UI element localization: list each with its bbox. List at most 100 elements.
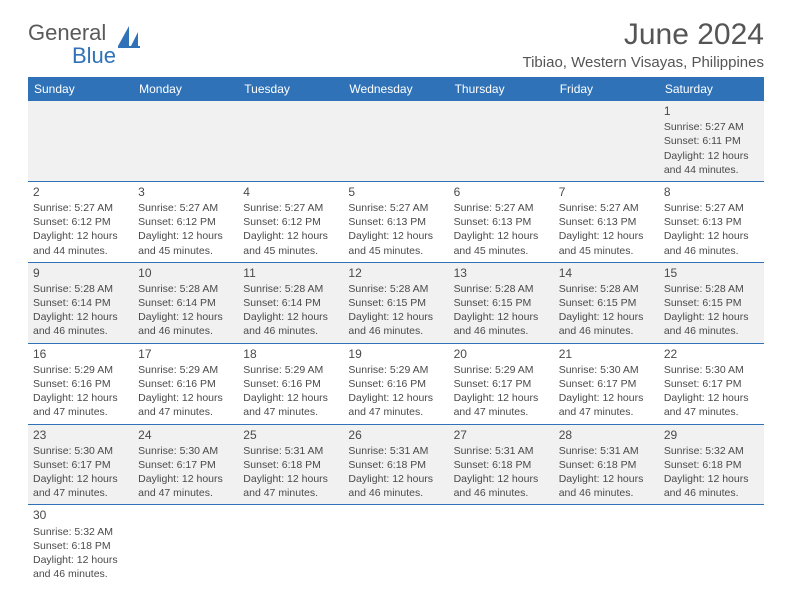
col-wednesday: Wednesday	[343, 77, 448, 101]
daylight-text: Daylight: 12 hours	[454, 391, 549, 405]
day-cell: 3Sunrise: 5:27 AMSunset: 6:12 PMDaylight…	[133, 181, 238, 262]
daylight-text: Daylight: 12 hours	[243, 472, 338, 486]
day-number: 5	[348, 184, 443, 200]
sunset-text: Sunset: 6:11 PM	[664, 134, 759, 148]
empty-cell	[554, 101, 659, 181]
daylight-text: Daylight: 12 hours	[33, 472, 128, 486]
sunset-text: Sunset: 6:17 PM	[454, 377, 549, 391]
sunrise-text: Sunrise: 5:27 AM	[664, 120, 759, 134]
empty-cell	[133, 505, 238, 585]
sunset-text: Sunset: 6:14 PM	[138, 296, 233, 310]
logo-word1: General	[28, 20, 106, 45]
day-cell: 28Sunrise: 5:31 AMSunset: 6:18 PMDayligh…	[554, 424, 659, 505]
empty-cell	[449, 101, 554, 181]
day-number: 29	[664, 427, 759, 443]
logo: General Blue	[28, 22, 144, 68]
day-number: 27	[454, 427, 549, 443]
day-number: 17	[138, 346, 233, 362]
empty-cell	[449, 505, 554, 585]
day-cell: 21Sunrise: 5:30 AMSunset: 6:17 PMDayligh…	[554, 343, 659, 424]
daylight-text: and 47 minutes.	[243, 486, 338, 500]
day-number: 28	[559, 427, 654, 443]
daylight-text: Daylight: 12 hours	[33, 391, 128, 405]
day-number: 20	[454, 346, 549, 362]
day-number: 7	[559, 184, 654, 200]
day-number: 22	[664, 346, 759, 362]
weekday-header-row: Sunday Monday Tuesday Wednesday Thursday…	[28, 77, 764, 101]
daylight-text: and 44 minutes.	[33, 244, 128, 258]
day-number: 1	[664, 103, 759, 119]
day-cell: 23Sunrise: 5:30 AMSunset: 6:17 PMDayligh…	[28, 424, 133, 505]
sunset-text: Sunset: 6:14 PM	[33, 296, 128, 310]
daylight-text: Daylight: 12 hours	[33, 310, 128, 324]
sunset-text: Sunset: 6:13 PM	[454, 215, 549, 229]
logo-word2-wrap: Blue	[72, 43, 116, 68]
empty-cell	[238, 505, 343, 585]
daylight-text: and 47 minutes.	[348, 405, 443, 419]
sunrise-text: Sunrise: 5:27 AM	[559, 201, 654, 215]
day-cell: 14Sunrise: 5:28 AMSunset: 6:15 PMDayligh…	[554, 262, 659, 343]
sunset-text: Sunset: 6:18 PM	[348, 458, 443, 472]
day-cell: 12Sunrise: 5:28 AMSunset: 6:15 PMDayligh…	[343, 262, 448, 343]
daylight-text: Daylight: 12 hours	[348, 391, 443, 405]
location: Tibiao, Western Visayas, Philippines	[522, 54, 764, 71]
day-cell: 25Sunrise: 5:31 AMSunset: 6:18 PMDayligh…	[238, 424, 343, 505]
sail-icon	[118, 26, 144, 53]
daylight-text: Daylight: 12 hours	[138, 229, 233, 243]
sunrise-text: Sunrise: 5:27 AM	[454, 201, 549, 215]
week-row: 2Sunrise: 5:27 AMSunset: 6:12 PMDaylight…	[28, 181, 764, 262]
daylight-text: Daylight: 12 hours	[664, 310, 759, 324]
sunrise-text: Sunrise: 5:30 AM	[33, 444, 128, 458]
sunrise-text: Sunrise: 5:28 AM	[454, 282, 549, 296]
sunrise-text: Sunrise: 5:28 AM	[559, 282, 654, 296]
day-cell: 13Sunrise: 5:28 AMSunset: 6:15 PMDayligh…	[449, 262, 554, 343]
daylight-text: and 46 minutes.	[454, 324, 549, 338]
sunset-text: Sunset: 6:15 PM	[559, 296, 654, 310]
day-number: 14	[559, 265, 654, 281]
sunrise-text: Sunrise: 5:28 AM	[664, 282, 759, 296]
sunrise-text: Sunrise: 5:27 AM	[243, 201, 338, 215]
day-cell: 22Sunrise: 5:30 AMSunset: 6:17 PMDayligh…	[659, 343, 764, 424]
logo-word2: Blue	[72, 43, 116, 68]
day-number: 30	[33, 507, 128, 523]
empty-cell	[554, 505, 659, 585]
daylight-text: Daylight: 12 hours	[454, 310, 549, 324]
daylight-text: Daylight: 12 hours	[33, 229, 128, 243]
day-number: 26	[348, 427, 443, 443]
daylight-text: and 46 minutes.	[664, 324, 759, 338]
sunrise-text: Sunrise: 5:28 AM	[138, 282, 233, 296]
sunset-text: Sunset: 6:18 PM	[243, 458, 338, 472]
day-number: 16	[33, 346, 128, 362]
day-cell: 27Sunrise: 5:31 AMSunset: 6:18 PMDayligh…	[449, 424, 554, 505]
sunrise-text: Sunrise: 5:28 AM	[33, 282, 128, 296]
daylight-text: and 47 minutes.	[243, 405, 338, 419]
day-cell: 26Sunrise: 5:31 AMSunset: 6:18 PMDayligh…	[343, 424, 448, 505]
daylight-text: Daylight: 12 hours	[664, 149, 759, 163]
daylight-text: Daylight: 12 hours	[454, 472, 549, 486]
daylight-text: and 46 minutes.	[33, 324, 128, 338]
day-cell: 7Sunrise: 5:27 AMSunset: 6:13 PMDaylight…	[554, 181, 659, 262]
daylight-text: and 46 minutes.	[348, 324, 443, 338]
daylight-text: Daylight: 12 hours	[348, 472, 443, 486]
empty-cell	[28, 101, 133, 181]
sunset-text: Sunset: 6:16 PM	[243, 377, 338, 391]
daylight-text: Daylight: 12 hours	[664, 391, 759, 405]
empty-cell	[238, 101, 343, 181]
week-row: 30Sunrise: 5:32 AMSunset: 6:18 PMDayligh…	[28, 505, 764, 585]
day-cell: 30Sunrise: 5:32 AMSunset: 6:18 PMDayligh…	[28, 505, 133, 585]
sunset-text: Sunset: 6:12 PM	[243, 215, 338, 229]
sunrise-text: Sunrise: 5:31 AM	[454, 444, 549, 458]
daylight-text: and 46 minutes.	[348, 486, 443, 500]
daylight-text: and 46 minutes.	[559, 486, 654, 500]
sunrise-text: Sunrise: 5:28 AM	[348, 282, 443, 296]
col-tuesday: Tuesday	[238, 77, 343, 101]
sunset-text: Sunset: 6:15 PM	[348, 296, 443, 310]
day-cell: 6Sunrise: 5:27 AMSunset: 6:13 PMDaylight…	[449, 181, 554, 262]
day-number: 13	[454, 265, 549, 281]
day-number: 9	[33, 265, 128, 281]
empty-cell	[133, 101, 238, 181]
daylight-text: and 46 minutes.	[664, 244, 759, 258]
daylight-text: and 45 minutes.	[348, 244, 443, 258]
day-cell: 29Sunrise: 5:32 AMSunset: 6:18 PMDayligh…	[659, 424, 764, 505]
sunrise-text: Sunrise: 5:27 AM	[664, 201, 759, 215]
